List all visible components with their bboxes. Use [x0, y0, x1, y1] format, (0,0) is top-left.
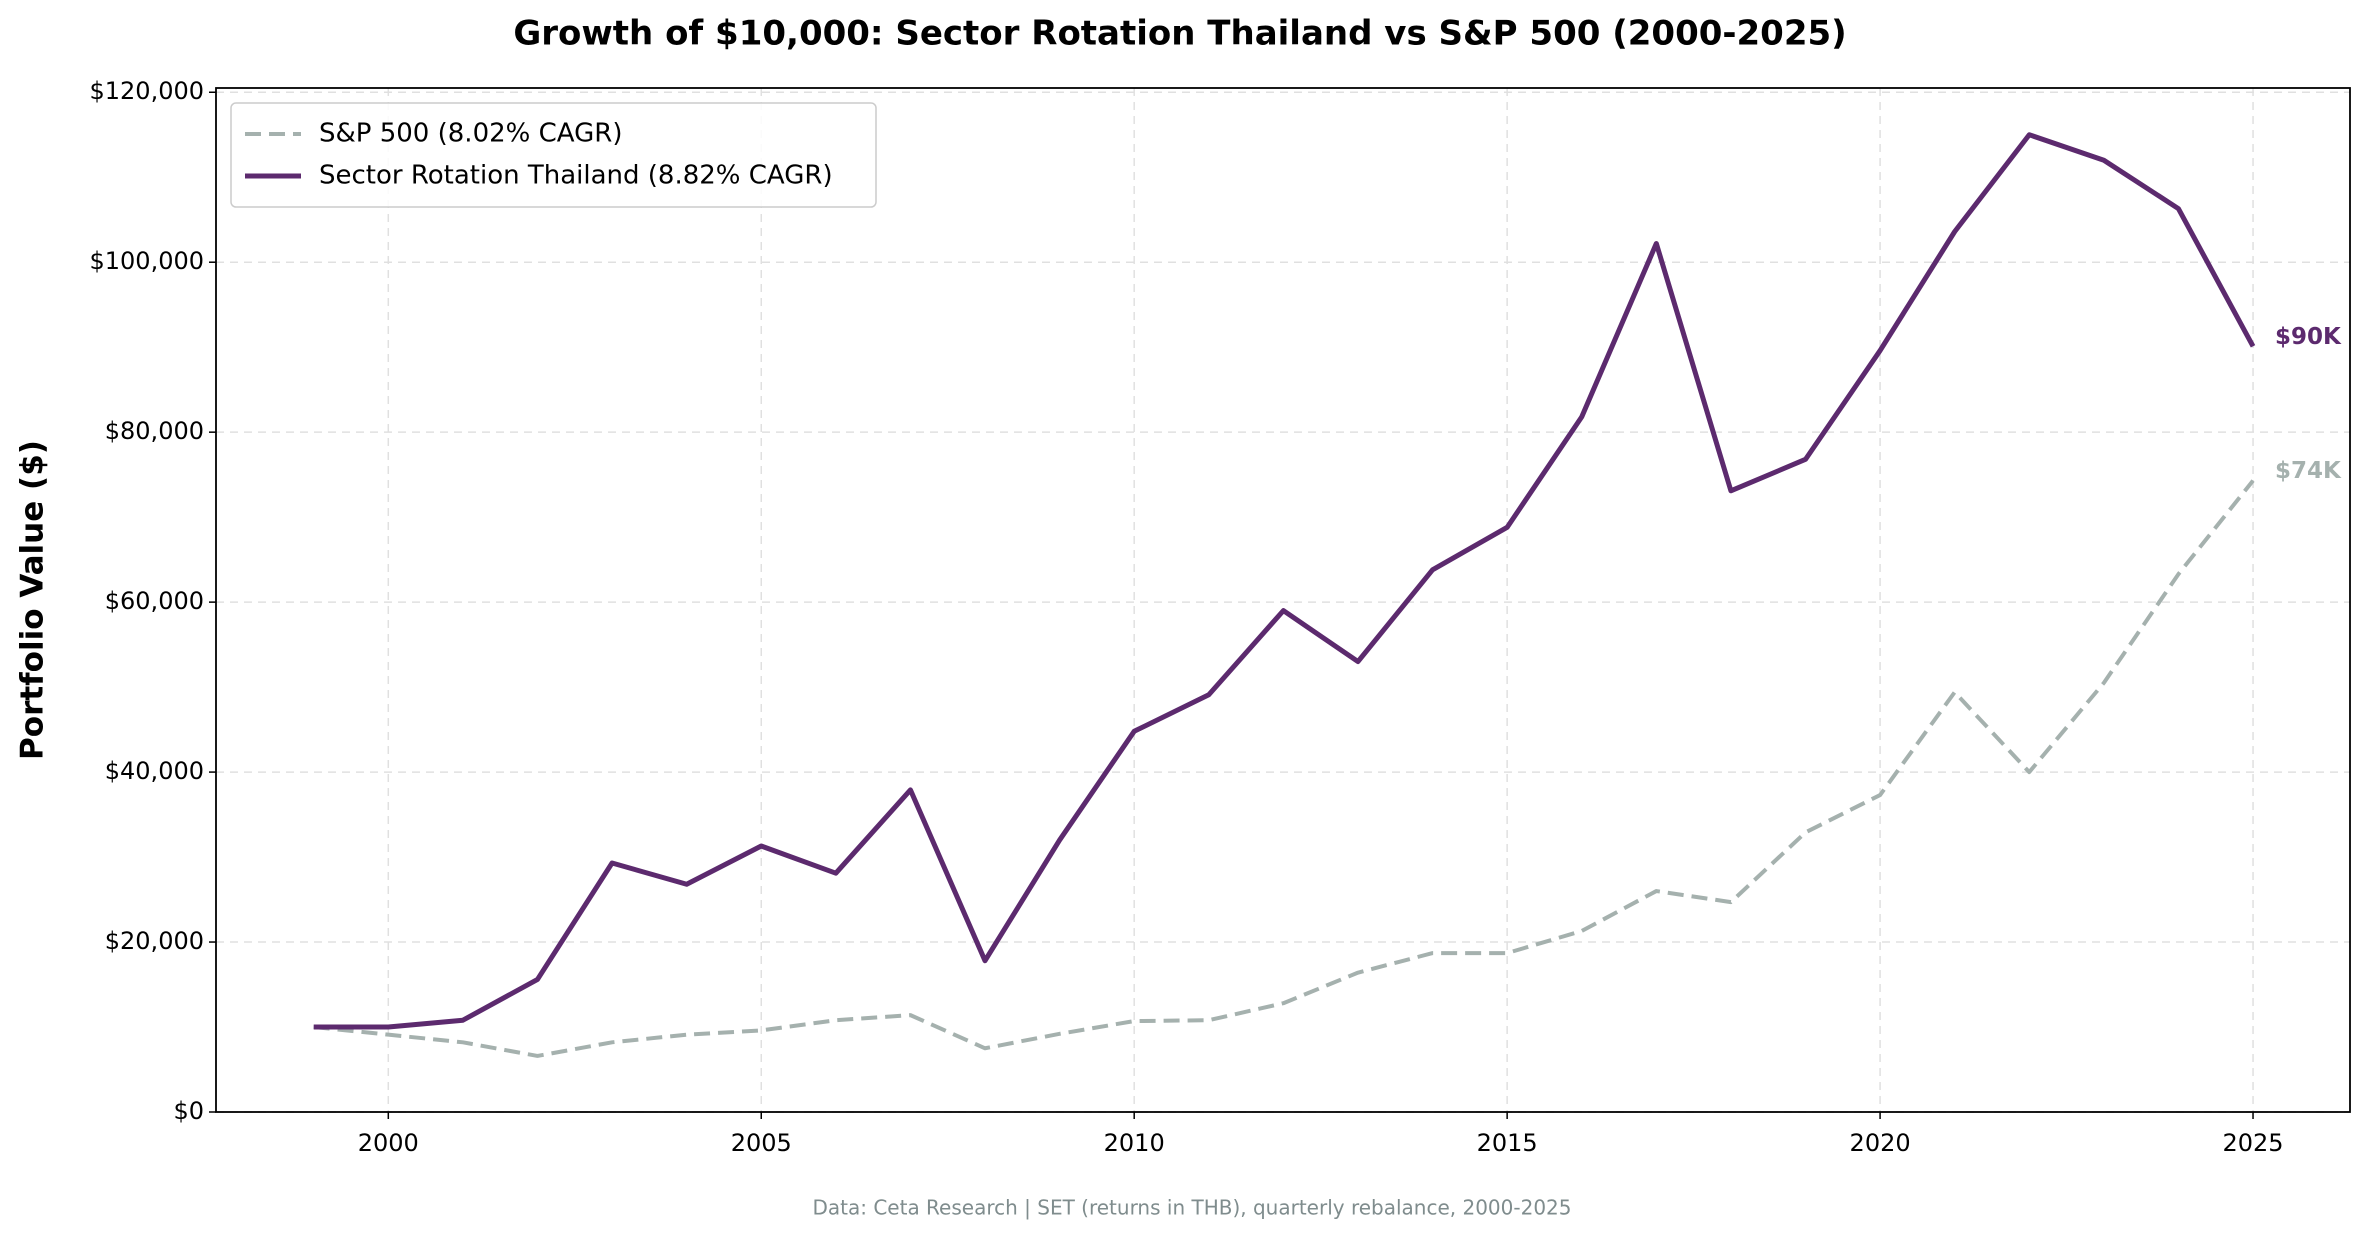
legend-label: S&P 500 (8.02% CAGR) — [319, 119, 622, 149]
legend-box — [230, 102, 877, 208]
series-line — [313, 132, 2256, 1030]
x-tick-label: 2000 — [358, 1129, 419, 1157]
x-tick-label: 2005 — [731, 1129, 792, 1157]
x-tick-label: 2010 — [1104, 1129, 1165, 1157]
footnote: Data: Ceta Research | SET (returns in TH… — [812, 1196, 1571, 1220]
end-label: $90K — [2275, 324, 2342, 350]
chart-title: Growth of $10,000: Sector Rotation Thail… — [513, 14, 1846, 54]
y-tick-label: $100,000 — [89, 247, 204, 275]
x-tick-label: 2025 — [2222, 1129, 2283, 1157]
y-tick-label: $20,000 — [105, 927, 204, 955]
x-tick-label: 2020 — [1850, 1129, 1911, 1157]
y-tick-label: $40,000 — [105, 757, 204, 785]
y-tick-label: $80,000 — [105, 417, 204, 445]
end-label: $74K — [2275, 458, 2342, 484]
series-line — [313, 479, 2255, 1058]
x-tick-label: 2015 — [1477, 1129, 1538, 1157]
y-tick-label: $120,000 — [89, 77, 204, 105]
plot-frame — [215, 87, 2351, 1113]
y-tick-label: $0 — [173, 1097, 204, 1125]
y-axis-label: Portfolio Value ($) — [15, 440, 51, 760]
legend-label: Sector Rotation Thailand (8.82% CAGR) — [319, 161, 833, 191]
y-tick-label: $60,000 — [105, 587, 204, 615]
